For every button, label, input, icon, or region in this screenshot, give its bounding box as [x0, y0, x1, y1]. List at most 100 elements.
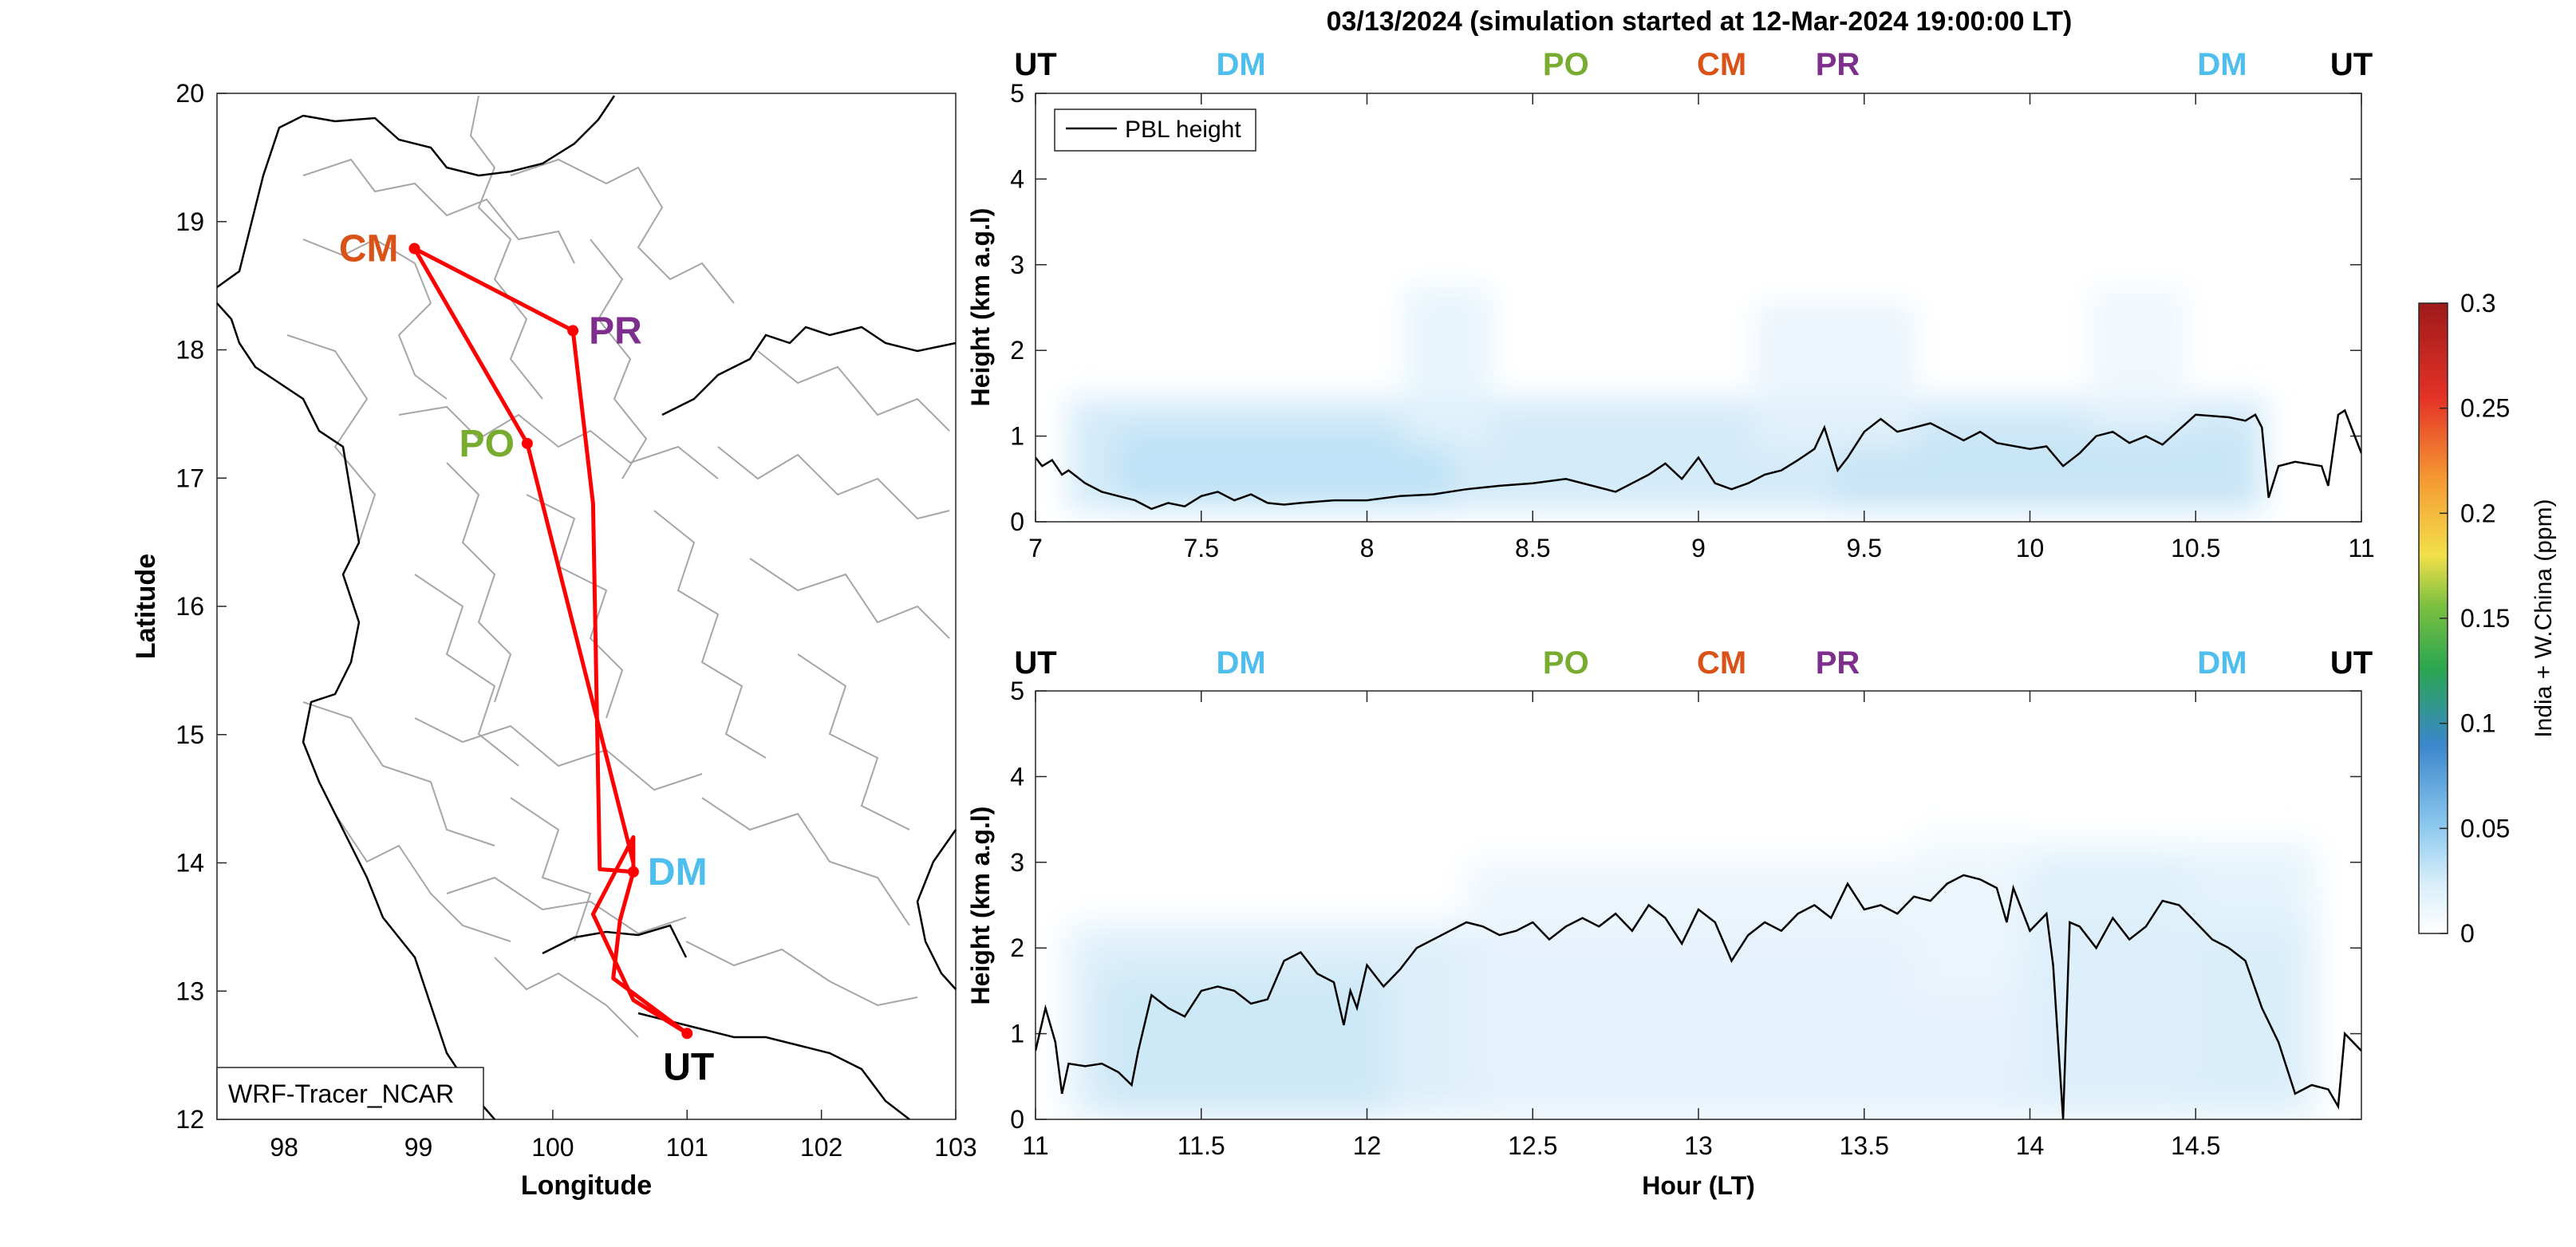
y-tick-label: 1 — [1010, 1020, 1024, 1048]
station-label-cm: CM — [339, 228, 399, 270]
colorbar-ticks: 0 0.05 0.1 0.15 0.2 0.25 0.3 — [2440, 289, 2510, 948]
colorbar-tick-label: 0.1 — [2460, 709, 2495, 738]
map-stations: CM PR PO DM UT — [339, 228, 714, 1089]
x-tick-label: 11 — [2348, 534, 2374, 562]
station-label-ut: UT — [663, 1046, 714, 1088]
map-legend-box — [216, 1067, 484, 1120]
station-label-pr: PR — [589, 310, 642, 352]
map-y-tick-label: 12 — [176, 1105, 204, 1134]
x-tick-label: 14 — [2016, 1131, 2045, 1160]
map-axes-box — [216, 93, 957, 1120]
y-tick-label: 2 — [1010, 336, 1024, 365]
map-x-tick-label: 103 — [934, 1133, 976, 1162]
map-y-tick-label: 13 — [176, 977, 204, 1005]
x-tick-label: 9 — [1691, 534, 1706, 562]
x-tick-label: 10 — [2016, 534, 2045, 562]
y-tick-label: 5 — [1010, 677, 1024, 705]
y-tick-label: 0 — [1010, 1105, 1024, 1134]
station-marker-label-po: PO — [1543, 645, 1589, 681]
station-marker-label-pr: PR — [1816, 645, 1860, 681]
station-marker-label-po: PO — [1543, 47, 1589, 82]
x-tick-label: 13 — [1684, 1131, 1713, 1160]
station-marker-dm — [627, 866, 639, 878]
bottom-y-label: Height (km a.g.l) — [966, 807, 995, 1005]
x-tick-label: 12.5 — [1508, 1131, 1557, 1160]
station-marker-label-ut: UT — [1014, 645, 1056, 681]
colorbar-tick-label: 0.2 — [2460, 499, 2495, 527]
station-marker-label-dm: DM — [2197, 645, 2247, 681]
x-tick-label: 13.5 — [1840, 1131, 1889, 1160]
colorbar-tick-label: 0.25 — [2460, 394, 2510, 423]
x-tick-label: 11 — [1022, 1131, 1048, 1160]
bottom-station-markers: UT DM PO CM PR DM UT — [1014, 645, 2373, 681]
map-y-tick-label: 18 — [176, 336, 204, 365]
station-marker-po — [521, 437, 533, 449]
station-marker-label-dm: DM — [2197, 47, 2247, 82]
y-tick-label: 3 — [1010, 848, 1024, 877]
station-marker-label-ut: UT — [2330, 645, 2373, 681]
x-tick-label: 7.5 — [1184, 534, 1219, 562]
map-x-tick-label: 100 — [531, 1133, 574, 1162]
top-station-markers: UT DM PO CM PR DM UT — [1014, 47, 2373, 82]
station-marker-cm — [408, 243, 420, 255]
colorbar: 0 0.05 0.1 0.15 0.2 0.25 0.3 India + W.China (… — [2418, 289, 2557, 948]
colorbar-label: India + W.China (ppm) — [2531, 499, 2557, 737]
station-marker-pr — [567, 325, 579, 337]
x-tick-label: 11.5 — [1178, 1131, 1225, 1160]
y-tick-label: 2 — [1010, 933, 1024, 962]
station-marker-ut — [681, 1028, 693, 1040]
x-tick-label: 9.5 — [1847, 534, 1882, 562]
top-legend-text: PBL height — [1125, 116, 1241, 143]
country-boundary — [216, 95, 957, 1120]
y-tick-label: 5 — [1010, 79, 1024, 108]
figure-title: 03/13/2024 (simulation started at 12-Mar… — [1327, 6, 2073, 37]
map-y-tick-label: 14 — [176, 849, 204, 878]
map-y-ticks: 12 13 14 15 16 17 18 19 20 — [176, 79, 227, 1134]
map-x-ticks: 98 99 100 101 102 103 — [270, 1110, 977, 1162]
station-marker-label-cm: CM — [1697, 47, 1746, 82]
x-tick-label: 10.5 — [2171, 534, 2220, 562]
station-label-dm: DM — [648, 851, 708, 894]
province-borders — [286, 95, 950, 1038]
y-tick-label: 3 — [1010, 251, 1024, 279]
map-x-tick-label: 101 — [666, 1133, 708, 1162]
map-y-tick-label: 15 — [176, 720, 204, 749]
bottom-tracer-field — [1069, 830, 2314, 1117]
top-tracer-field — [1069, 287, 2266, 511]
map-y-tick-label: 19 — [176, 207, 204, 236]
map-y-label: Latitude — [131, 554, 161, 659]
map-x-tick-label: 98 — [270, 1133, 298, 1162]
x-tick-label: 7 — [1028, 534, 1043, 562]
station-label-po: PO — [460, 423, 515, 465]
map-panel: CM PR PO DM UT 98 99 100 101 102 103 12 13 14 15 16 17… — [131, 79, 977, 1201]
map-x-tick-label: 99 — [404, 1133, 433, 1162]
y-tick-label: 0 — [1010, 507, 1024, 536]
bottom-x-label: Hour (LT) — [1642, 1171, 1755, 1200]
station-marker-label-ut: UT — [2330, 47, 2373, 82]
map-y-tick-label: 17 — [176, 464, 204, 492]
x-tick-label: 8 — [1360, 534, 1375, 562]
station-marker-label-cm: CM — [1697, 645, 1746, 681]
top-ticks: 7 7.5 8 8.5 9 9.5 10 10.5 11 0 1 2 3 4 5 — [1010, 79, 2374, 562]
x-tick-label: 8.5 — [1515, 534, 1550, 562]
x-tick-label: 14.5 — [2171, 1131, 2220, 1160]
top-legend: PBL height — [1054, 109, 1256, 152]
station-marker-label-pr: PR — [1816, 47, 1860, 82]
colorbar-tick-label: 0.05 — [2460, 814, 2510, 843]
station-marker-label-dm: DM — [1217, 645, 1266, 681]
x-tick-label: 12 — [1353, 1131, 1382, 1160]
colorbar-tick-label: 0.3 — [2460, 289, 2495, 318]
y-tick-label: 4 — [1010, 164, 1024, 193]
map-legend-text: WRF-Tracer_NCAR — [228, 1079, 454, 1108]
colorbar-tick-label: 0 — [2460, 919, 2475, 948]
top-pbl-line — [1036, 408, 2361, 511]
top-legend-box — [1054, 109, 1256, 152]
colorbar-tick-label: 0.15 — [2460, 604, 2510, 633]
top-y-label: Height (km a.g.l) — [966, 208, 995, 407]
map-x-tick-label: 102 — [800, 1133, 842, 1162]
map-x-label: Longitude — [521, 1170, 652, 1201]
y-tick-label: 1 — [1010, 422, 1024, 451]
